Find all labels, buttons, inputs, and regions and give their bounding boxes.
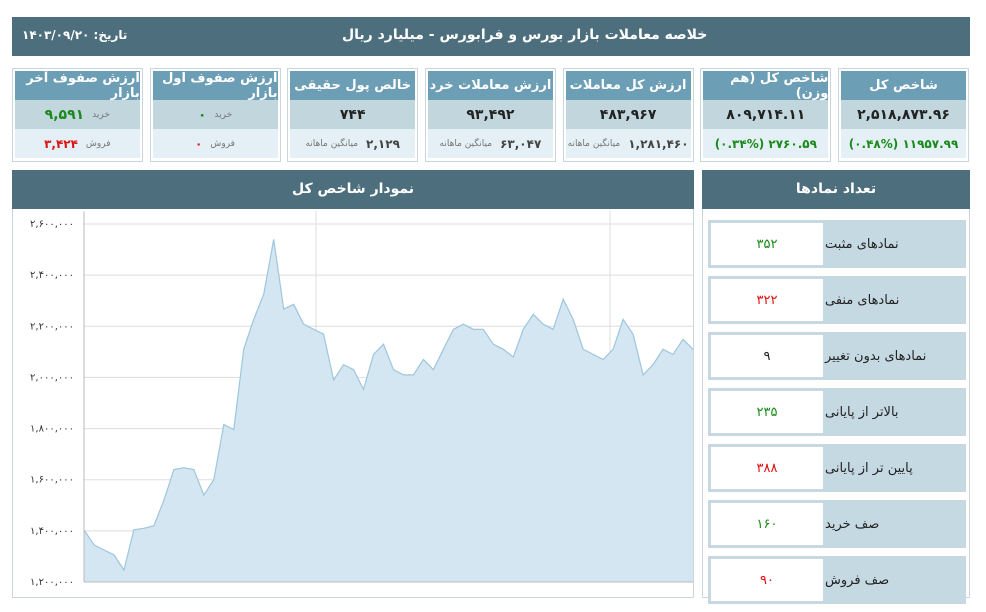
card-main: خرید ۰ <box>152 100 278 129</box>
y-tick-label: ۱,۴۰۰,۰۰۰ <box>30 526 74 537</box>
card-main: ۲,۵۱۸,۸۷۳.۹۶ <box>841 100 966 129</box>
symbols-panel: تعداد نمادها ۳۵۲ نمادهای مثبت ۳۲۲ نمادهای م… <box>702 170 970 604</box>
stat-card: خالص پول حقیقی ۷۴۴ ۲,۱۲۹ میانگین ماهانه <box>287 68 419 162</box>
y-tick-label: ۲,۴۰۰,۰۰۰ <box>30 270 74 281</box>
card-label: خرید <box>92 109 110 120</box>
stat-card: شاخص کل (هم وزن) ۸۰۹,۷۱۴.۱۱ ۲۷۶۰.۵۹ (۰.۳۴%… <box>700 68 832 162</box>
header-title: خلاصه معاملات بازار بورس و فرابورس - میل… <box>342 27 708 43</box>
stat-card: ارزش کل معاملات ۴۸۳,۹۶۷ ۱,۲۸۱,۴۶۰ میانگین م… <box>562 68 694 162</box>
card-sub: ۲,۱۲۹ میانگین ماهانه <box>290 129 416 158</box>
row-value: ۲۳۵ <box>711 391 823 433</box>
row-label: بالاتر از پایانی <box>825 404 899 420</box>
symbol-row: ۲۳۵ بالاتر از پایانی <box>708 388 966 436</box>
y-tick-label: ۲,۰۰۰,۰۰۰ <box>30 372 74 383</box>
y-tick-label: ۱,۸۰۰,۰۰۰ <box>30 424 74 435</box>
row-label: صف فروش <box>825 572 890 588</box>
card-label: فروش <box>85 138 111 149</box>
card-sub: ۱,۲۸۱,۴۶۰ میانگین ماهانه <box>565 129 691 158</box>
card-title: شاخص کل <box>841 71 966 100</box>
row-label: نمادهای منفی <box>825 292 900 308</box>
card-title: ارزش صفوف آخر بازار <box>14 71 140 101</box>
card-value: ۲۷۶۰.۵۹ (۰.۳۴%) <box>714 136 817 151</box>
chart-panel: نمودار شاخص کل ۱,۲۰۰,۰۰۰ ۱,۴۰۰,۰۰۰ ۱,۶۰۰,۰… <box>12 170 694 598</box>
card-sub: ۲۷۶۰.۵۹ (۰.۳۴%) <box>703 129 829 158</box>
symbol-row: ۹ نمادهای بدون تغییر <box>708 332 966 380</box>
symbol-row: ۳۸۸ پایین تر از پایانی <box>708 444 966 492</box>
index-line <box>83 239 694 572</box>
stat-card: شاخص کل ۲,۵۱۸,۸۷۳.۹۶ ۱۱۹۵۷.۹۹ (۰.۴۸%) <box>838 68 969 162</box>
card-title: ارزش معاملات خرد <box>427 71 553 100</box>
header-bar: خلاصه معاملات بازار بورس و فرابورس - میل… <box>12 17 970 56</box>
y-tick-label: ۲,۶۰۰,۰۰۰ <box>30 219 74 230</box>
card-sub: ۶۳,۰۴۷ میانگین ماهانه <box>427 129 553 158</box>
symbols-title: تعداد نمادها <box>702 170 970 209</box>
header-date: تاریخ: ۱۴۰۳/۰۹/۲۰ <box>22 28 128 42</box>
card-value: ۹,۵۹۱ <box>44 106 85 123</box>
symbol-row: ۱۶۰ صف خرید <box>708 500 966 548</box>
card-value: ۳,۴۲۴ <box>44 136 78 151</box>
card-main: خرید ۹,۵۹۱ <box>14 100 140 129</box>
card-value: ۴۸۳,۹۶۷ <box>599 106 657 123</box>
card-sub: ۱۱۹۵۷.۹۹ (۰.۴۸%) <box>841 129 966 158</box>
card-value: ۲,۱۲۹ <box>366 136 400 151</box>
symbol-row: ۳۲۲ نمادهای منفی <box>708 276 966 324</box>
y-tick-label: ۲,۲۰۰,۰۰۰ <box>30 321 74 332</box>
row-label: نمادهای بدون تغییر <box>825 348 927 364</box>
card-value: ۶۳,۰۴۷ <box>500 136 542 151</box>
card-value: ۹۳,۴۹۲ <box>466 106 515 123</box>
row-label: نمادهای مثبت <box>825 236 899 252</box>
symbols-rows: ۳۵۲ نمادهای مثبت ۳۲۲ نمادهای منفی ۹ نمادهای ب… <box>708 220 966 612</box>
card-label: میانگین ماهانه <box>305 138 359 149</box>
card-label: خرید <box>214 109 233 120</box>
card-value: ۲,۵۱۸,۸۷۳.۹۶ <box>857 106 950 123</box>
row-value: ۱۶۰ <box>711 503 823 545</box>
card-main: ۷۴۴ <box>290 100 416 129</box>
row-value: ۳۲۲ <box>711 279 823 321</box>
card-sub: فروش ۰ <box>152 129 278 158</box>
card-title: ارزش کل معاملات <box>565 71 691 100</box>
stat-card: ارزش معاملات خرد ۹۳,۴۹۲ ۶۳,۰۴۷ میانگین ماها… <box>424 68 556 162</box>
row-value: ۳۵۲ <box>711 223 823 265</box>
card-label: میانگین ماهانه <box>439 138 493 149</box>
card-value: ۷۴۴ <box>339 106 366 123</box>
chart: ۱,۲۰۰,۰۰۰ ۱,۴۰۰,۰۰۰ ۱,۶۰۰,۰۰۰ ۱,۸۰۰,۰۰۰ ۲,۰۰… <box>30 211 694 588</box>
card-sub: فروش ۳,۴۲۴ <box>14 129 140 158</box>
card-title: شاخص کل (هم وزن) <box>703 71 829 101</box>
row-value: ۹ <box>711 335 823 377</box>
row-value: ۳۸۸ <box>711 447 823 489</box>
card-value: ۱۱۹۵۷.۹۹ (۰.۴۸%) <box>848 136 959 151</box>
chart-title: نمودار شاخص کل <box>12 170 694 209</box>
symbol-row: ۹۰ صف فروش <box>708 556 966 604</box>
row-value: ۹۰ <box>711 559 823 601</box>
row-label: پایین تر از پایانی <box>825 460 913 476</box>
card-value: ۰ <box>195 136 203 151</box>
card-main: ۹۳,۴۹۲ <box>427 100 553 129</box>
card-label: فروش <box>210 138 235 149</box>
card-title: ارزش صفوف اول بازار <box>152 71 278 101</box>
card-main: ۸۰۹,۷۱۴.۱۱ <box>703 100 829 129</box>
card-value: ۱,۲۸۱,۴۶۰ <box>628 136 689 151</box>
card-label: میانگین ماهانه <box>567 138 621 149</box>
y-tick-label: ۱,۲۰۰,۰۰۰ <box>30 577 74 588</box>
card-value: ۸۰۹,۷۱۴.۱۱ <box>726 106 806 123</box>
card-main: ۴۸۳,۹۶۷ <box>565 100 691 129</box>
card-title: خالص پول حقیقی <box>290 71 416 100</box>
area-fill <box>84 239 693 583</box>
card-value: ۰ <box>197 106 207 123</box>
y-tick-label: ۱,۶۰۰,۰۰۰ <box>30 475 74 486</box>
stat-card: ارزش صفوف آخر بازار خرید ۹,۵۹۱ فروش ۳,۴۲۴ <box>11 68 143 162</box>
stat-card: ارزش صفوف اول بازار خرید ۰ فروش ۰ <box>149 68 281 162</box>
row-label: صف خرید <box>825 516 880 532</box>
symbol-row: ۳۵۲ نمادهای مثبت <box>708 220 966 268</box>
